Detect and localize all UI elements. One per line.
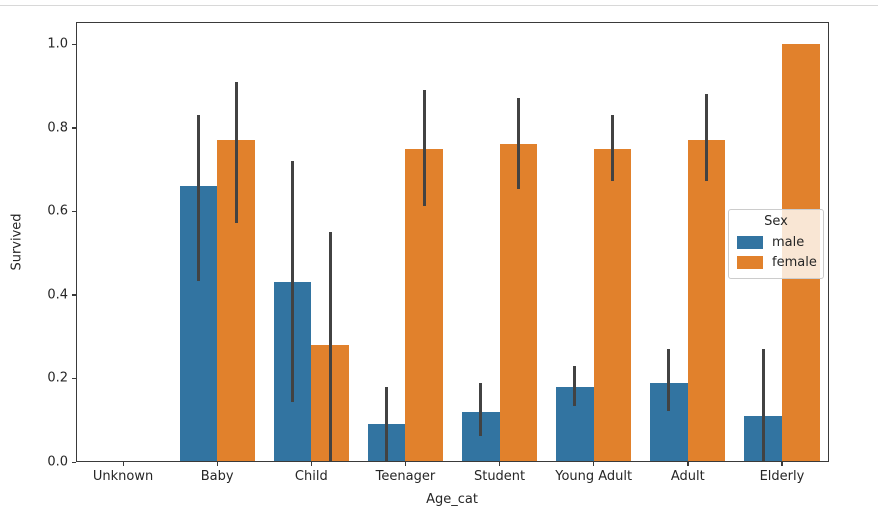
y-tick-mark [72, 377, 76, 380]
y-tick-label: 0.6 [47, 203, 68, 219]
y-tick-label: 0.8 [47, 120, 68, 136]
x-tick-label: Young Adult [555, 469, 633, 484]
bar-female-student [499, 144, 538, 461]
error-bar-male-young-adult [573, 365, 577, 407]
error-bar-female-adult [705, 94, 709, 181]
x-tick-mark [310, 462, 313, 466]
y-axis-label: Survived [9, 213, 25, 271]
y-tick-mark [72, 210, 76, 213]
y-tick-mark [72, 127, 76, 129]
error-bar-female-student [516, 98, 520, 190]
x-tick-label: Student [473, 469, 526, 484]
x-tick-label: Adult [670, 469, 705, 484]
legend-swatch-male [737, 235, 763, 249]
x-tick-mark [404, 462, 407, 466]
y-tick-label: 0.2 [47, 370, 68, 386]
y-tick-label: 1.0 [47, 36, 68, 52]
x-tick-mark [122, 462, 124, 466]
x-tick-mark [216, 462, 218, 466]
legend-label: male [772, 234, 805, 250]
top-divider-line [0, 5, 878, 6]
x-tick-label: Teenager [375, 469, 436, 484]
error-bar-female-young-adult [611, 115, 614, 181]
x-tick-label: Elderly [759, 469, 805, 484]
error-bar-male-student [479, 382, 483, 436]
legend-swatch-female [737, 255, 763, 269]
legend-title: Sex [764, 214, 788, 229]
x-axis-label: Age_cat [426, 492, 478, 507]
legend-label: female [772, 254, 817, 270]
error-bar-female-baby [234, 81, 238, 223]
legend: Sex male female [728, 209, 824, 279]
bar-female-adult [687, 140, 726, 461]
legend-rows: male female [737, 232, 817, 272]
x-tick-mark [687, 462, 689, 466]
x-tick-mark [593, 462, 595, 466]
error-bar-male-child [290, 161, 294, 403]
x-tick-label: Unknown [92, 469, 154, 484]
y-tick-mark [72, 43, 76, 45]
legend-item-female: female [737, 252, 817, 272]
legend-item-male: male [737, 232, 815, 252]
y-tick-mark [72, 294, 76, 296]
y-tick-label: 0.4 [47, 287, 68, 303]
y-tick-mark [72, 461, 76, 463]
x-tick-mark [499, 462, 501, 466]
x-tick-mark [781, 462, 783, 466]
error-bar-female-child [328, 232, 332, 461]
error-bar-male-elderly [761, 349, 765, 461]
bar-female-young-adult [593, 148, 632, 461]
error-bar-male-teenager [385, 386, 389, 461]
error-bar-male-adult [667, 349, 671, 411]
error-bar-female-teenager [422, 90, 426, 206]
x-tick-label: Baby [200, 469, 234, 484]
error-bar-male-baby [196, 115, 200, 281]
x-tick-label: Child [294, 469, 328, 484]
y-tick-label: 0.0 [47, 454, 68, 470]
